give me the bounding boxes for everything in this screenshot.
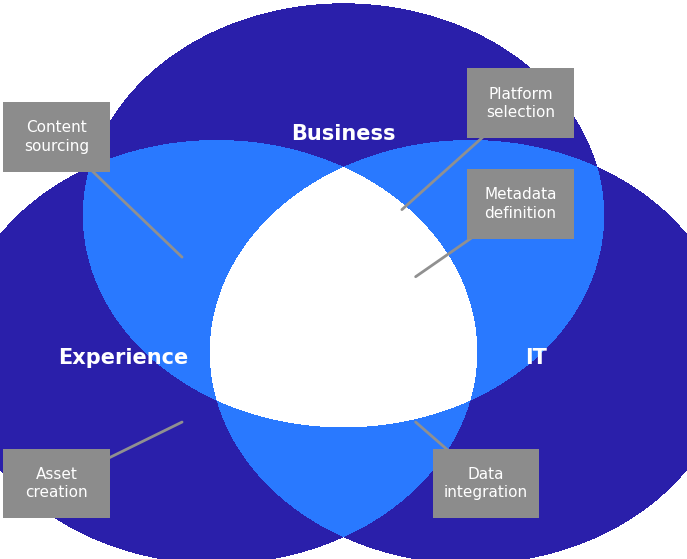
- FancyBboxPatch shape: [467, 69, 574, 139]
- Text: Content
sourcing: Content sourcing: [24, 120, 89, 154]
- Text: Business: Business: [291, 124, 396, 144]
- Text: Metadata
definition: Metadata definition: [484, 187, 556, 221]
- FancyBboxPatch shape: [3, 102, 110, 172]
- Text: Data
integration: Data integration: [444, 467, 528, 500]
- Text: IT: IT: [525, 348, 547, 368]
- Text: Experience: Experience: [58, 348, 189, 368]
- FancyBboxPatch shape: [3, 448, 110, 519]
- Text: Platform
selection: Platform selection: [486, 87, 555, 120]
- FancyBboxPatch shape: [433, 448, 539, 519]
- FancyBboxPatch shape: [467, 169, 574, 239]
- Text: Asset
creation: Asset creation: [25, 467, 88, 500]
